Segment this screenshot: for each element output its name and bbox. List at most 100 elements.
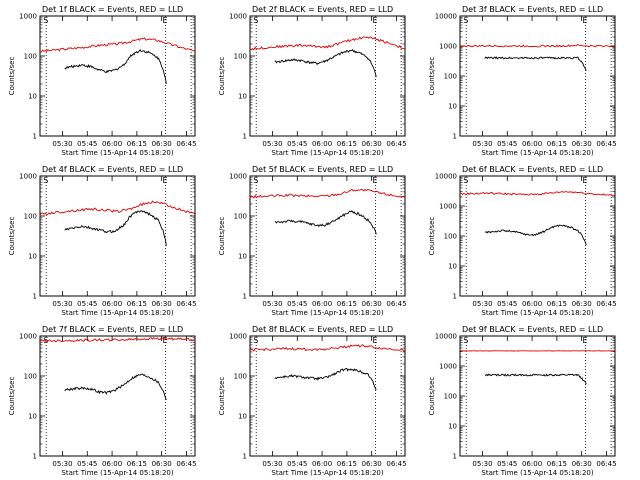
marker-label-e: E (583, 16, 588, 25)
chart-panel-6: Det 6f BLACK = Events, RED = LLD 1 10 100 10… (428, 165, 617, 317)
x-tick-label: 06:00 (312, 300, 332, 308)
plot-frame (459, 15, 616, 137)
marker-label-s: S (253, 176, 258, 185)
series-lld (249, 344, 406, 352)
series-events (484, 56, 587, 71)
y-axis-label: Counts/sec (428, 57, 436, 96)
marker-label-e: E (583, 176, 588, 185)
series-lld (249, 36, 406, 51)
y-tick-label: 100 (24, 213, 37, 221)
y-tick-label: 10 (238, 413, 247, 421)
x-tick-label: 06:45 (596, 300, 616, 308)
x-tick-label: 06:00 (522, 140, 542, 148)
plot-frame (39, 15, 196, 137)
y-tick-label: 1000 (19, 13, 37, 21)
x-tick-label: 05:45 (77, 300, 97, 308)
series-events (484, 373, 587, 385)
y-tick-label: 10 (28, 93, 37, 101)
y-tick-label: 1000 (229, 13, 247, 21)
x-tick-label: 06:00 (102, 140, 122, 148)
x-tick-label: 06:30 (572, 300, 592, 308)
x-tick-label: 06:30 (152, 300, 172, 308)
series-events (274, 367, 377, 391)
y-axis-label: Counts/sec (428, 217, 436, 256)
plot-frame (249, 335, 406, 457)
y-tick-label: 100 (24, 373, 37, 381)
series-lld (249, 188, 406, 199)
x-tick-label: 06:45 (386, 300, 406, 308)
y-axis-label: Counts/sec (428, 377, 436, 416)
marker-label-e: E (373, 336, 378, 345)
series-events (64, 210, 167, 246)
x-tick-label: 06:00 (102, 300, 122, 308)
y-tick-label: 1 (33, 453, 37, 461)
y-tick-label: 100 (444, 73, 457, 81)
x-tick-label: 06:15 (127, 140, 147, 148)
chart-title: Det 2f BLACK = Events, RED = LLD (252, 5, 393, 14)
x-tick-label: 05:30 (262, 460, 282, 468)
x-tick-label: 06:45 (176, 140, 196, 148)
chart-title: Det 9f BLACK = Events, RED = LLD (462, 325, 603, 334)
y-tick-label: 10 (448, 103, 457, 111)
chart-panel-5: Det 5f BLACK = Events, RED = LLD 1 10 100 10… (218, 165, 407, 317)
x-axis-label: Start Time (15-Apr-14 05:18:20) (481, 309, 593, 317)
chart-panel-7: Det 7f BLACK = Events, RED = LLD 1 10 100 10… (8, 325, 197, 477)
y-tick-label: 10000 (435, 13, 457, 21)
x-tick-label: 06:15 (337, 460, 357, 468)
chart-title: Det 5f BLACK = Events, RED = LLD (252, 165, 393, 174)
marker-label-s: S (463, 336, 468, 345)
x-tick-label: 06:00 (102, 460, 122, 468)
y-tick-label: 100 (234, 213, 247, 221)
series-lld (39, 336, 196, 343)
y-tick-label: 100 (234, 53, 247, 61)
marker-label-e: E (373, 176, 378, 185)
series-lld (459, 43, 616, 48)
y-tick-label: 10 (28, 413, 37, 421)
series-events (274, 48, 377, 78)
marker-label-s: S (253, 16, 258, 25)
x-tick-label: 06:30 (362, 460, 382, 468)
y-tick-label: 100 (234, 373, 247, 381)
x-axis-label: Start Time (15-Apr-14 05:18:20) (271, 309, 383, 317)
chart-panel-1: Det 1f BLACK = Events, RED = LLD 1 10 100 10… (8, 5, 197, 157)
x-tick-label: 05:45 (287, 460, 307, 468)
x-tick-label: 06:15 (547, 300, 567, 308)
x-tick-label: 06:30 (362, 300, 382, 308)
y-tick-label: 1 (453, 133, 457, 141)
x-tick-label: 05:45 (77, 140, 97, 148)
x-axis-label: Start Time (15-Apr-14 05:18:20) (61, 149, 173, 157)
series-events (484, 224, 587, 246)
x-tick-label: 05:45 (77, 460, 97, 468)
chart-panel-9: Det 9f BLACK = Events, RED = LLD 1 10 100 10… (428, 325, 617, 477)
x-tick-label: 05:30 (52, 140, 72, 148)
x-tick-label: 06:15 (547, 460, 567, 468)
x-tick-label: 06:30 (152, 140, 172, 148)
chart-panel-4: Det 4f BLACK = Events, RED = LLD 1 10 100 10… (8, 165, 197, 317)
x-tick-label: 06:15 (337, 140, 357, 148)
y-tick-label: 1000 (439, 43, 457, 51)
chart-title: Det 1f BLACK = Events, RED = LLD (42, 5, 183, 14)
y-tick-label: 1000 (229, 333, 247, 341)
chart-panel-2: Det 2f BLACK = Events, RED = LLD 1 10 100 10… (218, 5, 407, 157)
x-tick-label: 06:30 (572, 140, 592, 148)
y-tick-label: 10000 (435, 173, 457, 181)
chart-panel-3: Det 3f BLACK = Events, RED = LLD 1 10 100 10… (428, 5, 617, 157)
y-axis-label: Counts/sec (8, 57, 16, 96)
x-tick-label: 05:30 (52, 460, 72, 468)
marker-label-s: S (253, 336, 258, 345)
y-tick-label: 1000 (439, 203, 457, 211)
chart-title: Det 7f BLACK = Events, RED = LLD (42, 325, 183, 334)
series-events (64, 373, 167, 401)
x-tick-label: 06:45 (176, 300, 196, 308)
x-tick-label: 06:00 (312, 460, 332, 468)
y-tick-label: 10 (238, 93, 247, 101)
marker-label-s: S (43, 176, 48, 185)
y-tick-label: 1 (33, 133, 37, 141)
chart-title: Det 8f BLACK = Events, RED = LLD (252, 325, 393, 334)
marker-label-e: E (163, 16, 168, 25)
series-events (64, 49, 167, 85)
chart-title: Det 4f BLACK = Events, RED = LLD (42, 165, 183, 174)
marker-label-s: S (463, 16, 468, 25)
y-tick-label: 1 (453, 293, 457, 301)
x-tick-label: 05:45 (497, 460, 517, 468)
